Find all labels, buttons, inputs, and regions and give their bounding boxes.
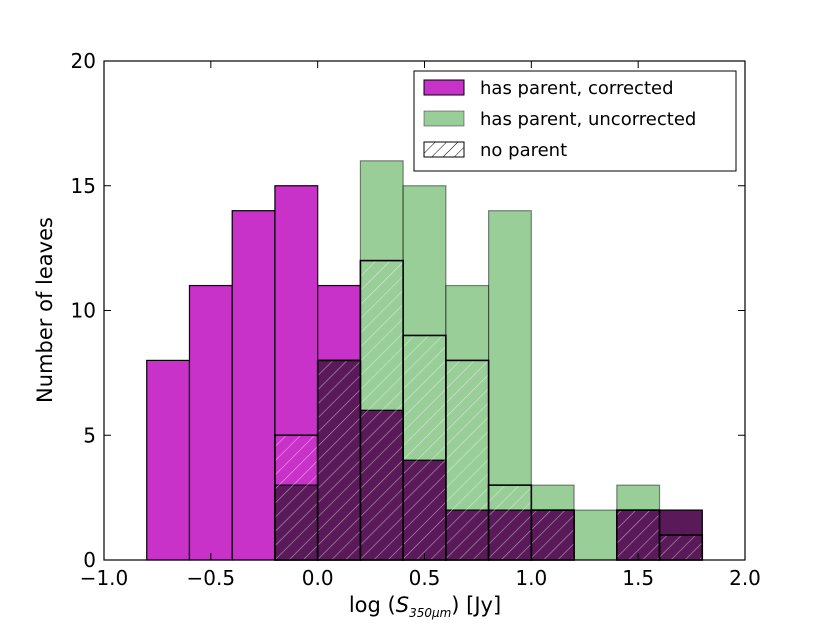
- x-tick-label-6: 2.0: [729, 566, 761, 590]
- x-tick-label-2: 0.0: [302, 566, 334, 590]
- legend-swatch-uncorrected: [423, 110, 465, 127]
- y-tick-label-0: 0: [83, 548, 96, 572]
- no-parent-bar-5: [487, 484, 533, 561]
- no-parent-bar-2: [359, 259, 404, 561]
- no-parent-bar-0: [274, 434, 319, 561]
- legend-label-no-parent: no parent: [480, 140, 567, 161]
- y-tick-label-3: 15: [71, 174, 96, 198]
- x-tick-label-1: −0.5: [187, 566, 236, 590]
- corrected-bar-2: [231, 210, 276, 561]
- corrected-bar-0: [146, 359, 191, 561]
- x-tick-label-5: 1.5: [622, 566, 654, 590]
- uncorrected-bar-7: [573, 509, 618, 561]
- no-parent-bar-6: [530, 509, 575, 561]
- y-tick-label-1: 5: [83, 423, 96, 447]
- no-parent-bar-3: [402, 334, 447, 561]
- legend-swatch-corrected: [423, 79, 465, 96]
- corrected-bar-1: [188, 284, 233, 561]
- y-tick-label-4: 20: [71, 49, 96, 73]
- no-parent-bar-8: [615, 509, 661, 561]
- legend: has parent, corrected has parent, uncorr…: [413, 70, 737, 172]
- no-parent-bar-1: [316, 359, 362, 561]
- x-tick-label-3: 0.5: [409, 566, 441, 590]
- legend-label-corrected: has parent, corrected: [480, 78, 674, 99]
- y-axis-label: Number of leaves: [33, 217, 57, 403]
- y-tick-label-2: 10: [71, 299, 96, 323]
- plot-frame: [103, 60, 746, 561]
- no-parent-bar-9: [658, 534, 704, 561]
- legend-swatch-no-parent: [423, 141, 465, 158]
- legend-label-uncorrected: has parent, uncorrected: [480, 109, 696, 130]
- x-tick-label-0: −1.0: [80, 566, 129, 590]
- legend-box: [413, 70, 737, 172]
- no-parent-bar-4: [445, 359, 490, 561]
- x-tick-label-4: 1.0: [515, 566, 547, 590]
- x-axis-label: log (S350μm) [Jy]: [349, 593, 501, 620]
